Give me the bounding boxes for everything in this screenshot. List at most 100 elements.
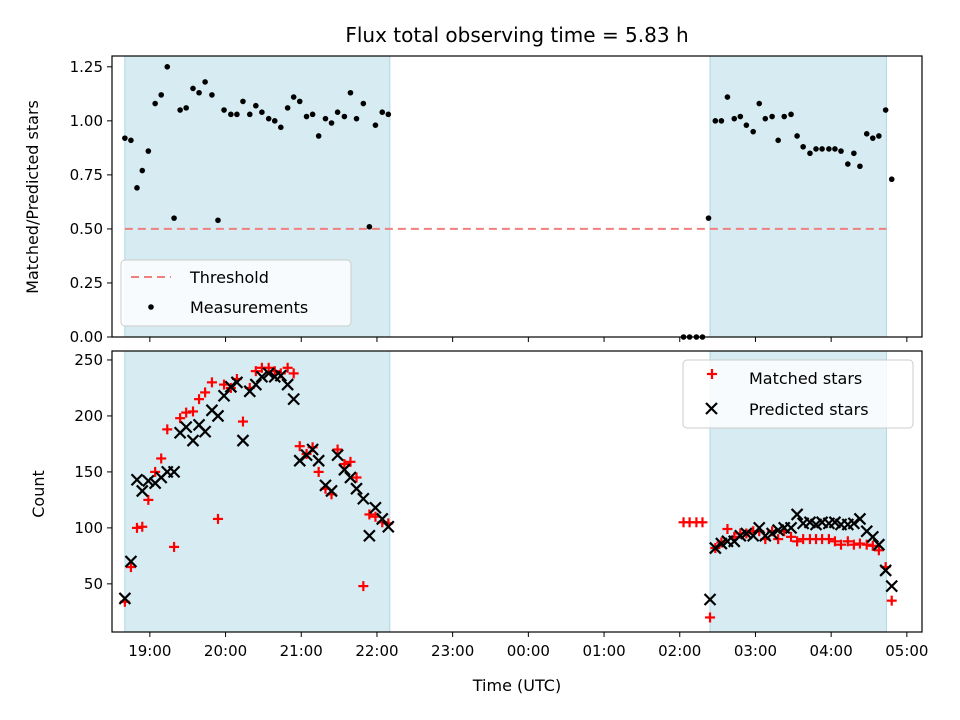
ratio-y-tick-label: 0.50 xyxy=(70,220,103,238)
predicted-star-point xyxy=(885,579,898,593)
measurement-point xyxy=(134,185,140,191)
predicted-star-point xyxy=(281,378,294,391)
predicted-star-point xyxy=(338,463,351,476)
measurement-point xyxy=(246,111,253,118)
measurement-point xyxy=(712,118,719,124)
measurement-point xyxy=(265,115,272,122)
predicted-star-point xyxy=(255,370,269,384)
measurement-point xyxy=(202,79,208,85)
count-x-tick-label: 19:00 xyxy=(128,642,171,660)
matched-star-point xyxy=(773,534,784,545)
observing-window-shading xyxy=(124,55,887,338)
measurement-point xyxy=(737,113,744,120)
count-y-tick-label: 50 xyxy=(84,575,103,593)
matched-star-point xyxy=(339,459,350,470)
measurement-point xyxy=(183,105,189,111)
predicted-star-point xyxy=(879,564,892,577)
matched-star-point xyxy=(125,562,136,573)
count-x-ticks: 19:00 20:00 21:00 22:00 23:00 00:00 01:00 02:00… xyxy=(128,632,928,660)
measurement-point xyxy=(259,109,265,115)
measurement-point xyxy=(845,161,851,167)
ratio-y-tick-label: 0.00 xyxy=(70,328,103,346)
measurement-point xyxy=(838,148,844,154)
matched-star-point xyxy=(697,517,708,528)
predicted-star-point xyxy=(790,508,804,521)
count-x-tick-label: 21:00 xyxy=(280,642,323,660)
count-panel: 50 100 150 200 250 19:00 20:00 21:00 22:00 23:00… xyxy=(29,350,928,695)
predicted-star-point xyxy=(325,484,338,498)
measurement-point xyxy=(832,146,838,152)
legend-predicted-swatch xyxy=(705,402,718,415)
measurement-point xyxy=(807,150,813,157)
measurement-point xyxy=(731,115,738,122)
measurement-point xyxy=(228,111,234,118)
predicted-star-point xyxy=(224,380,238,394)
predicted-star-point xyxy=(363,529,376,542)
measurement-point xyxy=(781,113,788,120)
count-x-tick-label: 05:00 xyxy=(885,642,928,660)
measurement-point xyxy=(221,107,227,113)
measurement-point xyxy=(284,105,291,111)
measurement-point xyxy=(888,176,895,183)
measurement-point xyxy=(826,146,832,152)
measurement-point xyxy=(177,107,183,113)
count-x-tick-label: 23:00 xyxy=(431,642,474,660)
measurement-point xyxy=(253,102,259,109)
matched-star-point xyxy=(364,509,375,520)
measurement-point xyxy=(385,111,392,118)
predicted-star-point xyxy=(186,434,200,447)
measurement-point xyxy=(139,167,146,174)
predicted-star-point xyxy=(369,501,382,515)
predicted-star-point xyxy=(847,517,861,530)
matched-star-point xyxy=(288,368,299,379)
matched-star-point xyxy=(150,466,161,477)
count-y-tick-label: 150 xyxy=(74,463,103,481)
count-x-tick-label: 01:00 xyxy=(582,642,625,660)
ratio-axes-frame xyxy=(111,55,923,338)
legend-matched-swatch xyxy=(707,369,717,379)
predicted-star-point xyxy=(382,520,395,534)
matched-star-point xyxy=(282,362,293,373)
measurement-point xyxy=(876,133,882,139)
matched-star-point xyxy=(194,394,205,405)
matched-star-point xyxy=(722,524,733,535)
measurement-point xyxy=(271,118,278,124)
matched-star-point xyxy=(313,466,324,477)
matched-star-point xyxy=(188,406,198,417)
matched-star-point xyxy=(181,407,192,418)
count-x-tick-label: 20:00 xyxy=(204,642,247,660)
predicted-star-point xyxy=(236,434,250,447)
ratio-legend: Threshold Measurements xyxy=(120,259,352,327)
measurement-point xyxy=(290,94,297,100)
matched-star-point xyxy=(156,453,167,464)
predicted-stars-points xyxy=(118,367,898,606)
matched-star-point xyxy=(836,539,846,550)
measurement-point xyxy=(750,128,756,135)
measurement-point xyxy=(296,98,303,105)
predicted-star-point xyxy=(759,529,772,542)
matched-star-point xyxy=(200,387,211,398)
predicted-star-point xyxy=(740,527,753,540)
predicted-star-point xyxy=(872,538,886,551)
count-y-ticks: 50 100 150 200 250 xyxy=(74,351,112,593)
predicted-star-point xyxy=(211,409,225,423)
measurement-point xyxy=(309,111,316,118)
predicted-star-point xyxy=(784,521,798,535)
matched-star-point xyxy=(854,538,865,549)
predicted-star-point xyxy=(217,389,231,403)
count-legend: Matched stars Predicted stars xyxy=(682,359,914,429)
predicted-star-point xyxy=(230,376,244,389)
measurement-point xyxy=(145,148,152,154)
measurement-point xyxy=(882,107,889,113)
ratio-y-tick-label: 0.75 xyxy=(70,166,103,184)
count-x-tick-label: 04:00 xyxy=(810,642,853,660)
chart-title: Flux total observing time = 5.83 h xyxy=(345,23,688,47)
measurement-point xyxy=(705,215,712,221)
matched-star-point xyxy=(351,472,362,483)
matched-star-point xyxy=(829,536,840,547)
matched-star-point xyxy=(786,531,797,542)
measurement-point xyxy=(196,89,202,96)
measurement-point xyxy=(240,98,246,105)
ratio-y-tick-label: 0.25 xyxy=(70,274,103,292)
matched-star-point xyxy=(250,366,261,377)
